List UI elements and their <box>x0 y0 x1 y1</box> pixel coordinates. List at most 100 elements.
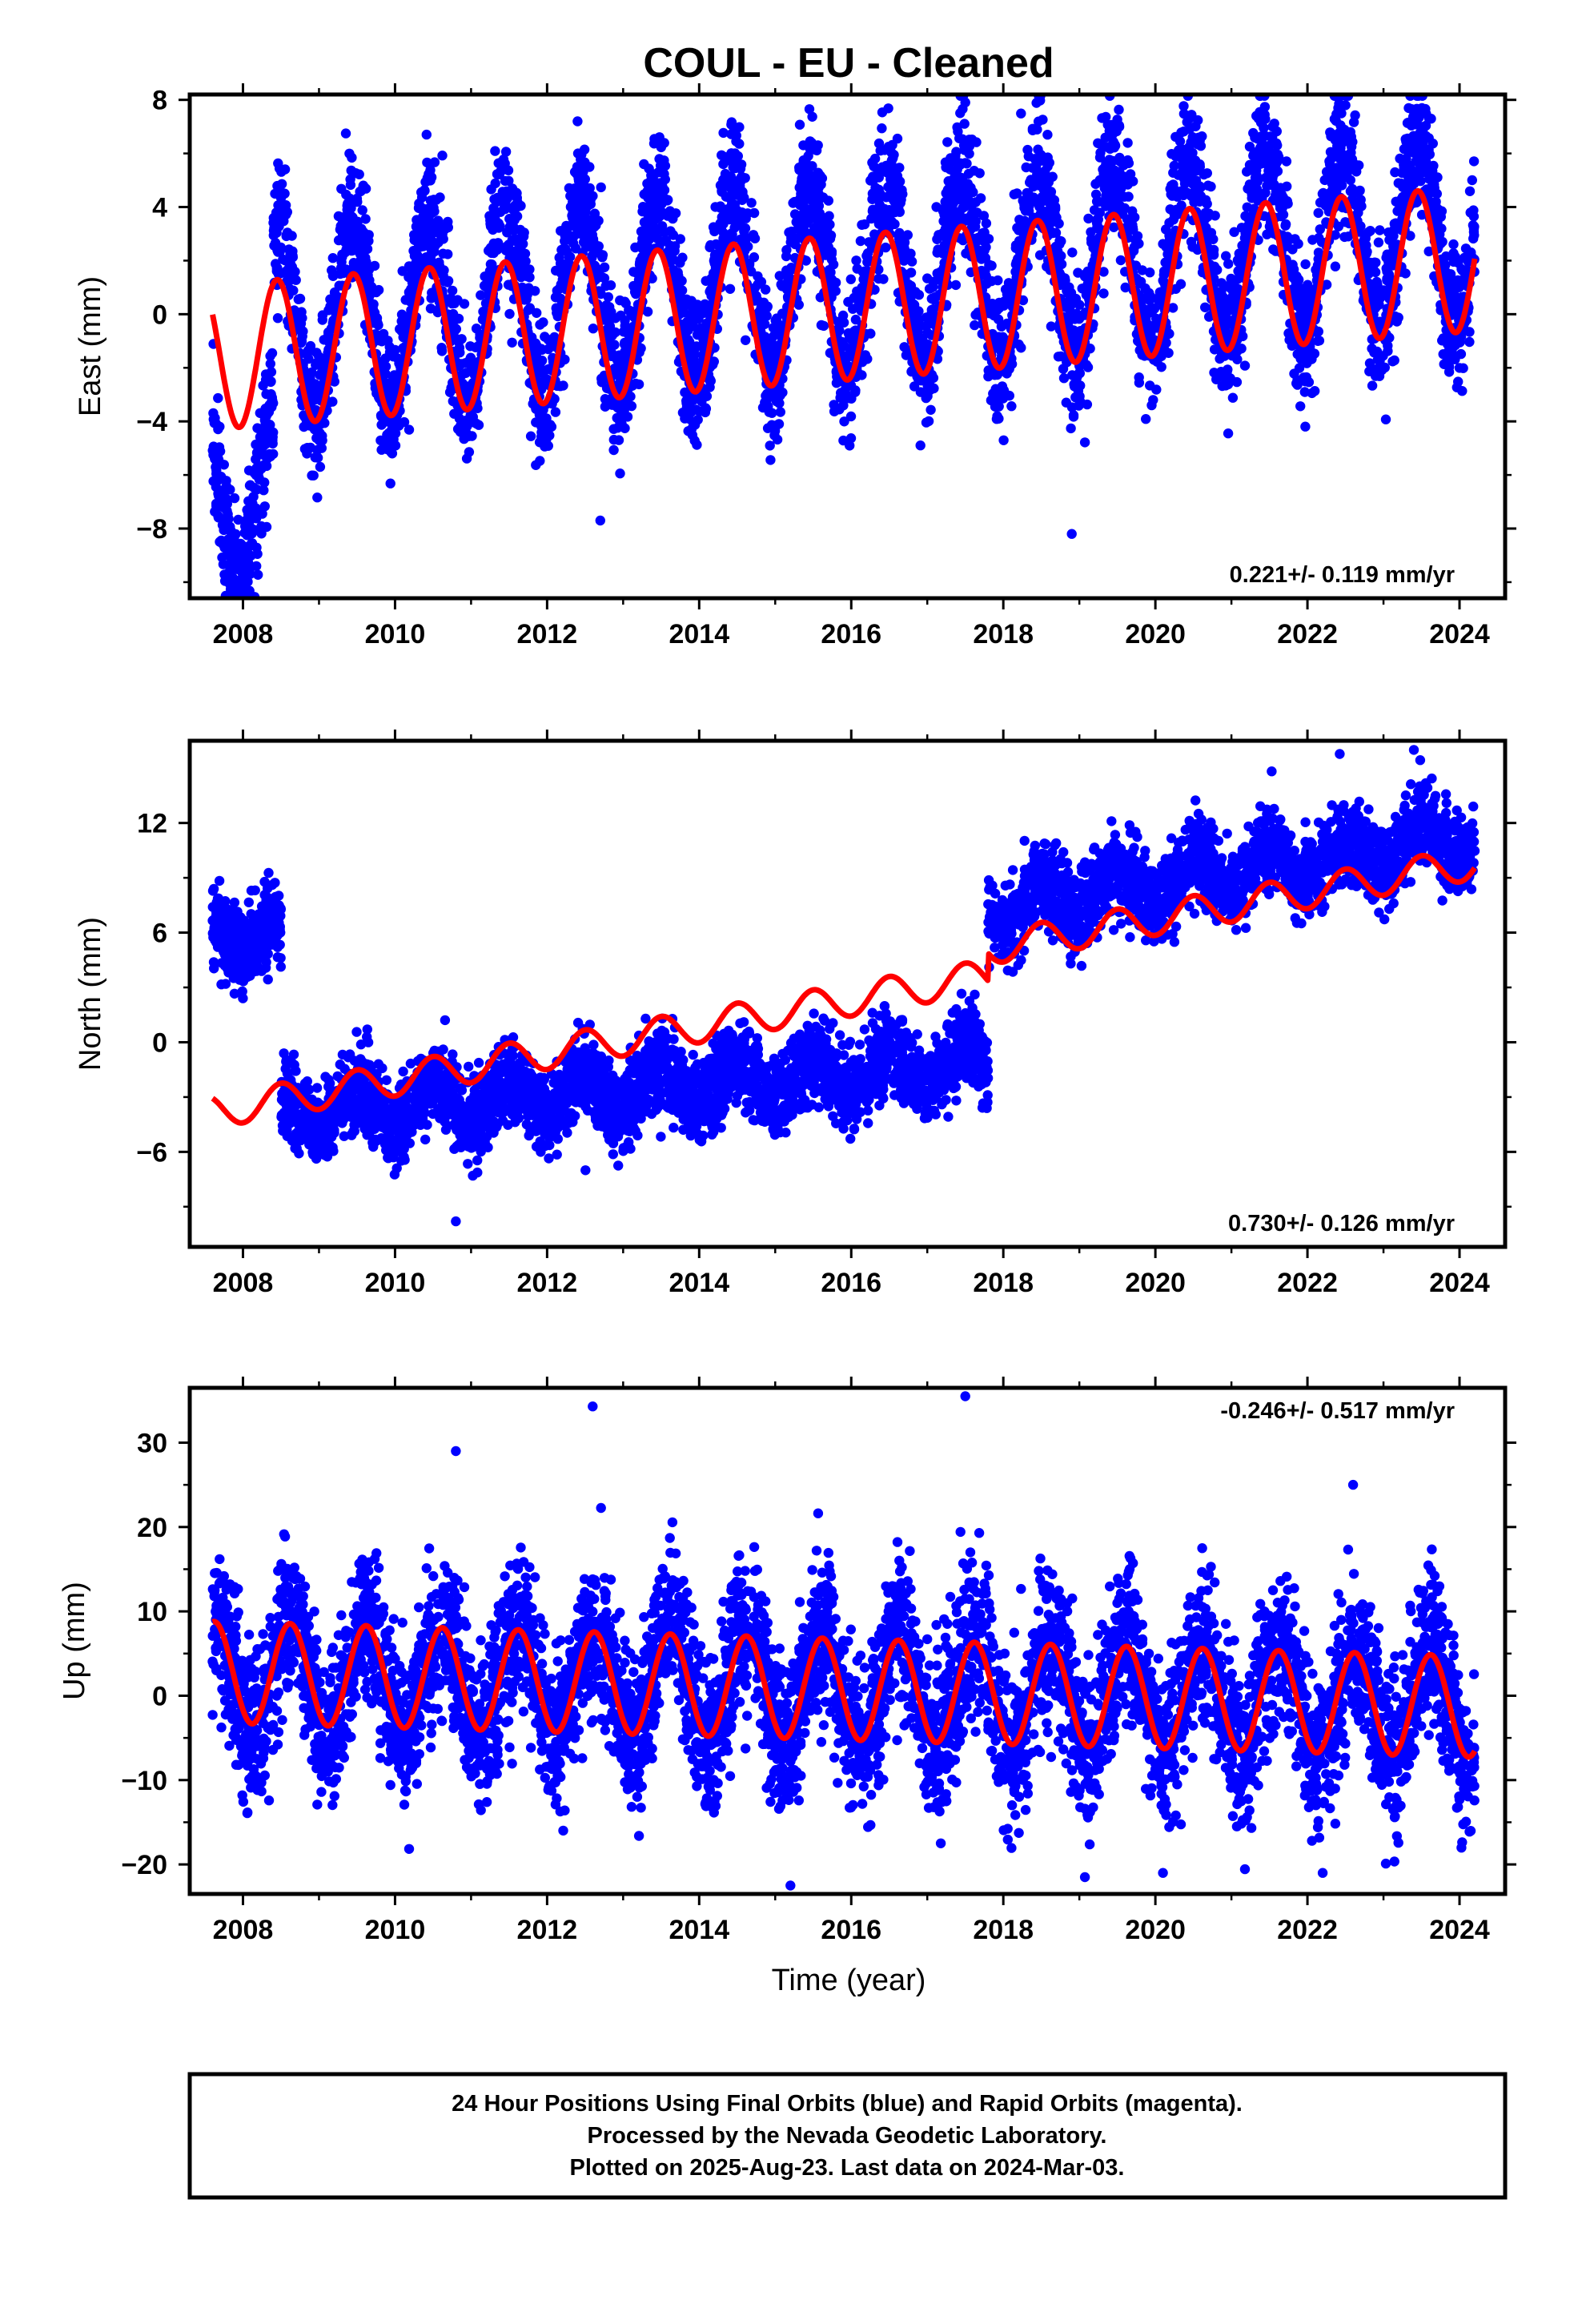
east-data-point <box>657 139 668 149</box>
east-data-point <box>718 127 729 139</box>
east-data-point <box>761 284 771 295</box>
east-data-point <box>878 274 889 284</box>
east-data-point <box>913 306 924 316</box>
east-data-point <box>607 330 617 341</box>
east-data-point <box>233 514 243 525</box>
east-data-point <box>565 191 576 201</box>
east-data-point <box>890 191 901 202</box>
east-data-point <box>804 104 815 115</box>
east-data-point <box>985 308 995 319</box>
east-data-point <box>211 481 222 493</box>
east-data-point <box>1128 246 1139 256</box>
east-data-point <box>1046 321 1057 332</box>
east-data-point <box>1444 356 1455 368</box>
east-data-point <box>525 431 536 441</box>
east-data-point <box>490 146 500 156</box>
east-data-point <box>489 209 500 219</box>
east-data-point <box>644 234 655 245</box>
east-data-point <box>459 299 470 309</box>
east-data-point <box>932 234 942 244</box>
east-data-point <box>845 411 857 422</box>
east-data-point <box>241 575 251 585</box>
east-data-point <box>845 433 857 444</box>
east-data-point <box>942 137 953 147</box>
east-data-point <box>1010 240 1022 251</box>
east-data-point <box>490 178 500 189</box>
east-data-point <box>1303 302 1314 313</box>
east-data-point <box>915 440 926 451</box>
east-data-point <box>994 413 1004 424</box>
east-data-point <box>588 324 599 334</box>
east-data-point <box>1066 423 1076 434</box>
east-data-point <box>1314 336 1325 346</box>
east-data-point <box>1373 237 1384 247</box>
east-data-point <box>661 235 672 246</box>
east-data-point <box>243 496 254 506</box>
east-data-point <box>1389 355 1399 366</box>
east-data-point <box>807 111 817 122</box>
east-data-point <box>926 308 937 319</box>
east-data-point <box>287 266 299 276</box>
east-data-point <box>1022 198 1034 209</box>
east-data-point <box>443 216 453 227</box>
east-data-point <box>1009 189 1020 199</box>
east-data-point <box>1161 224 1171 235</box>
east-data-point <box>810 187 821 198</box>
east-data-point <box>1229 227 1239 237</box>
east-data-point <box>1335 179 1347 189</box>
east-data-point <box>1372 279 1383 290</box>
east-data-point <box>955 108 966 119</box>
east-data-point <box>1339 231 1350 243</box>
east-data-point <box>1006 401 1017 412</box>
east-data-point <box>1146 400 1157 411</box>
east-data-point <box>1014 339 1024 350</box>
east-data-point <box>1102 119 1113 130</box>
east-data-point <box>1468 205 1479 215</box>
east-data-point <box>1269 149 1279 159</box>
east-data-point <box>897 185 907 195</box>
east-data-point <box>924 283 935 294</box>
east-data-point <box>1375 225 1385 235</box>
east-data-point <box>512 188 522 199</box>
east-data-point <box>797 215 808 226</box>
east-data-point <box>599 262 610 272</box>
east-data-point <box>576 187 587 197</box>
east-data-point <box>1074 391 1085 402</box>
east-data-point <box>701 391 713 401</box>
east-data-point <box>317 310 328 320</box>
east-data-point <box>765 455 776 465</box>
east-data-point <box>1460 243 1472 254</box>
east-data-point <box>315 461 326 472</box>
east-data-point <box>461 453 472 464</box>
east-data-point <box>1191 121 1201 131</box>
east-data-point <box>823 195 834 206</box>
east-data-point <box>1168 215 1179 225</box>
east-data-point <box>493 158 504 168</box>
east-data-point <box>881 167 892 178</box>
east-data-point <box>312 493 323 503</box>
east-data-point <box>906 256 917 267</box>
east-data-point <box>288 285 299 296</box>
east-data-point <box>352 196 363 207</box>
east-data-point <box>1259 102 1271 112</box>
east-data-point <box>992 369 1002 380</box>
east-data-point <box>843 296 853 308</box>
east-data-point <box>717 150 727 160</box>
east-data-point <box>955 184 966 195</box>
east-data-point <box>1090 189 1102 199</box>
east-data-point <box>1082 399 1093 410</box>
east-data-point <box>697 340 709 350</box>
east-data-point <box>1464 336 1475 348</box>
east-data-point <box>1098 288 1109 299</box>
east-data-point <box>265 359 275 369</box>
east-data-point <box>939 209 950 220</box>
east-data-point <box>560 235 570 247</box>
east-data-point <box>256 521 267 532</box>
east-data-point <box>1176 186 1186 196</box>
east-data-point <box>774 398 785 408</box>
east-data-point <box>826 254 837 265</box>
east-data-point <box>1200 195 1211 205</box>
east-data-point <box>279 204 289 215</box>
east-data-point <box>1104 158 1115 169</box>
east-data-point <box>765 440 775 451</box>
